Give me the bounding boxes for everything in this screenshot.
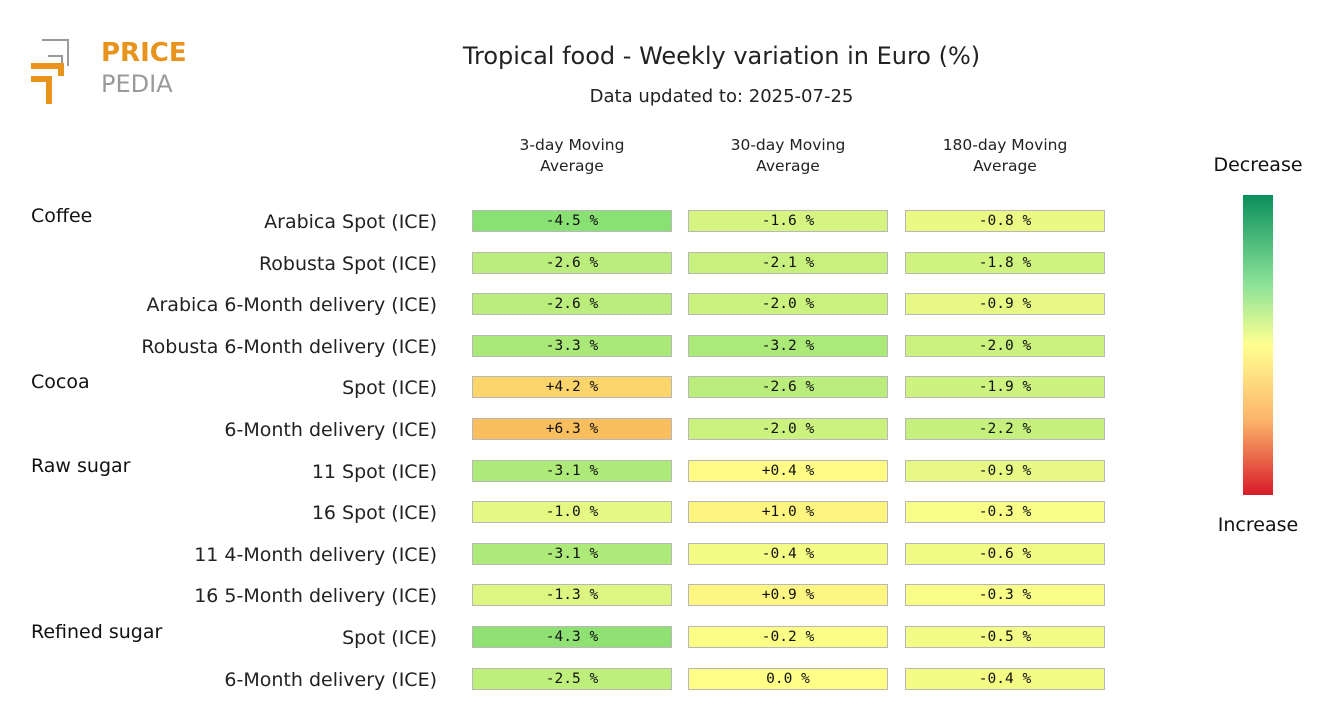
row-label: 6-Month delivery (ICE) [224, 419, 437, 441]
logo-line-price: PRICE [101, 38, 187, 68]
heatmap-cell: -0.5 % [905, 626, 1105, 648]
heatmap-cell: -1.0 % [472, 501, 672, 524]
heatmap-cell: -2.2 % [905, 418, 1105, 440]
heatmap-cell: -2.5 % [472, 667, 672, 690]
row-label: 11 4-Month delivery (ICE) [194, 543, 437, 566]
heatmap-cell: -0.9 % [905, 459, 1105, 482]
row-label: Arabica Spot (ICE) [264, 211, 437, 233]
row-label: Arabica 6-Month delivery (ICE) [146, 294, 438, 317]
column-header: 3-day Moving Average [519, 136, 625, 175]
row-label: Robusta 6-Month delivery (ICE) [141, 335, 437, 358]
heatmap-cell: -4.3 % [472, 626, 672, 648]
heatmap-cell: -3.2 % [688, 334, 888, 357]
heatmap-cell: +4.2 % [472, 376, 672, 399]
heatmap-cell: +6.3 % [472, 418, 672, 440]
heatmap-cell: -2.0 % [688, 418, 888, 440]
legend-increase-label: Increase [1217, 514, 1299, 536]
heatmap-cell: -0.9 % [905, 293, 1105, 316]
heatmap-cell: -3.1 % [472, 542, 672, 565]
heatmap-cell: -1.8 % [905, 251, 1105, 274]
legend-decrease-label: Decrease [1213, 154, 1303, 176]
heatmap-cell: -0.4 % [688, 542, 888, 565]
heatmap-cell: -2.0 % [905, 334, 1105, 357]
row-label: Spot (ICE) [342, 627, 437, 649]
logo-wordmark: PRICE PEDIA [101, 38, 187, 98]
heatmap-cell: +1.0 % [688, 501, 888, 524]
row-label: 6-Month delivery (ICE) [224, 668, 437, 691]
heatmap-cell: -0.8 % [905, 210, 1105, 232]
logo-line-pedia: PEDIA [101, 70, 173, 98]
heatmap-cell: +0.4 % [688, 459, 888, 482]
heatmap-cell: -3.1 % [472, 459, 672, 482]
row-label: Spot (ICE) [342, 377, 437, 400]
row-label: 16 5-Month delivery (ICE) [194, 585, 437, 608]
heatmap-cell: -1.3 % [472, 584, 672, 607]
row-label: 11 Spot (ICE) [311, 460, 437, 483]
group-label: Coffee [31, 205, 93, 227]
heatmap-cell: -1.9 % [905, 376, 1105, 399]
heatmap-cell: -2.0 % [688, 293, 888, 316]
heatmap-cell: -4.5 % [472, 210, 672, 232]
heatmap-cell: -0.4 % [905, 667, 1105, 690]
heatmap-cell: -1.6 % [688, 210, 888, 232]
heatmap-cell: -3.3 % [472, 334, 672, 357]
heatmap-cell: +0.9 % [688, 584, 888, 607]
color-scale-bar [1243, 195, 1273, 495]
heatmap-cell: -0.2 % [688, 626, 888, 648]
group-label: Refined sugar [31, 621, 163, 643]
group-label: Raw sugar [31, 454, 131, 477]
chart-title: Tropical food - Weekly variation in Euro… [462, 42, 981, 70]
heatmap-cell: 0.0 % [688, 667, 888, 690]
heatmap-cell: -2.6 % [472, 251, 672, 274]
heatmap-cell: -2.6 % [688, 376, 888, 399]
heatmap-cell: -0.6 % [905, 542, 1105, 565]
row-label: Robusta Spot (ICE) [258, 252, 437, 275]
row-label: 16 Spot (ICE) [311, 502, 437, 525]
heatmap-cell: -0.3 % [905, 501, 1105, 524]
pricepedia-logo-icon [31, 39, 69, 104]
column-header: 180-day Moving Average [942, 136, 1068, 175]
chart-subtitle: Data updated to: 2025-07-25 [589, 86, 854, 107]
group-label: Cocoa [31, 371, 90, 394]
heatmap-cell: -2.6 % [472, 293, 672, 316]
heatmap-cell: -0.3 % [905, 584, 1105, 607]
heatmap-cell: -2.1 % [688, 251, 888, 274]
column-header: 30-day Moving Average [730, 136, 846, 175]
